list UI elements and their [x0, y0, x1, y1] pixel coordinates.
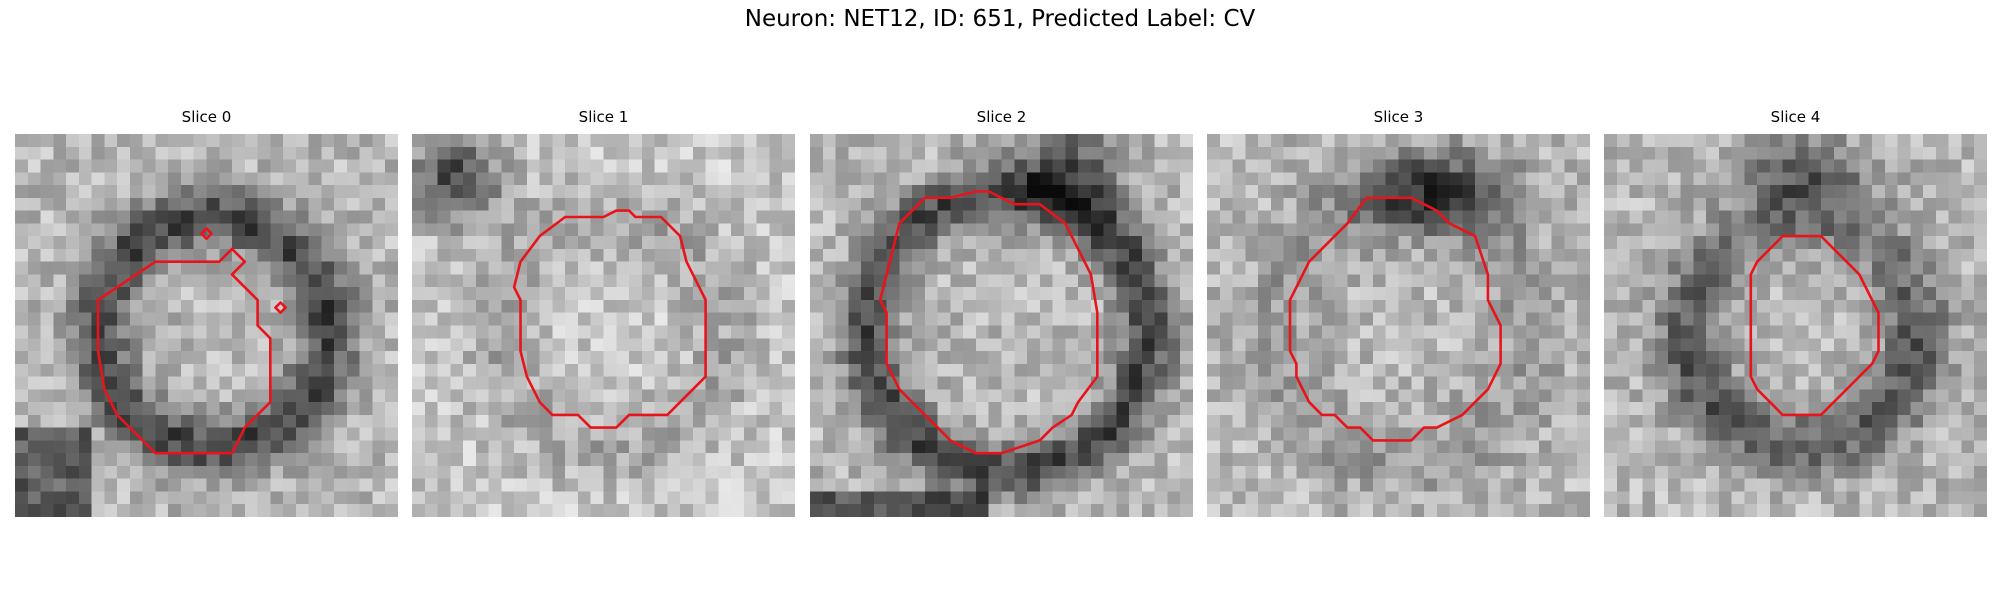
segmentation-contour: [1749, 234, 1880, 417]
slice-image: [810, 134, 1193, 517]
segmentation-contour: [274, 301, 288, 314]
figure-title: Neuron: NET12, ID: 651, Predicted Label:…: [744, 6, 1256, 32]
segmentation-contour: [878, 190, 1099, 455]
segmentation-contour: [1288, 196, 1502, 442]
segmentation-contour: [512, 209, 707, 429]
slice-image: [1207, 134, 1590, 517]
slice-image: [1604, 134, 1987, 517]
slice-label: Slice 0: [181, 108, 232, 126]
slice-label: Slice 2: [976, 108, 1027, 126]
slice-label: Slice 3: [1373, 108, 1424, 126]
slice-image: [412, 134, 795, 517]
segmentation-contour: [96, 247, 272, 455]
slice-image: [15, 134, 398, 517]
segmentation-contour: [200, 227, 213, 240]
slice-label: Slice 4: [1770, 108, 1821, 126]
slice-label: Slice 1: [578, 108, 629, 126]
